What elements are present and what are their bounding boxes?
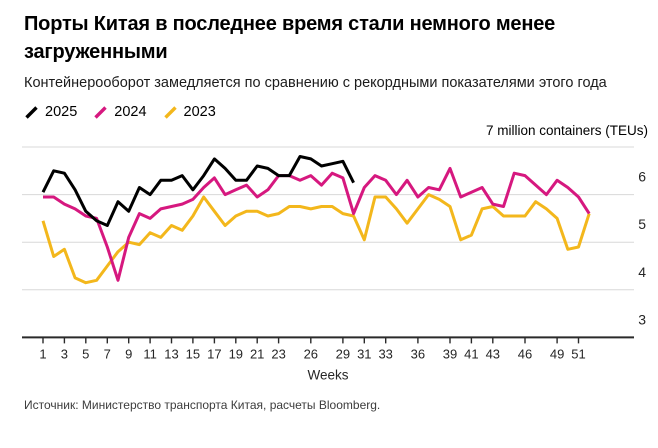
x-tick-label-49: 49	[550, 346, 564, 361]
x-tick-label-23: 23	[271, 346, 285, 361]
x-tick-label-11: 11	[143, 346, 157, 361]
y-tick-label-5: 5	[638, 216, 646, 232]
line-swatch-2024-icon	[94, 105, 107, 119]
x-tick-label-9: 9	[125, 346, 132, 361]
y-tick-label-3: 3	[638, 311, 646, 327]
x-tick-label-5: 5	[82, 346, 89, 361]
x-tick-label-46: 46	[518, 346, 532, 361]
chart-subtitle: Контейнерооборот замедляется по сравнени…	[24, 75, 607, 91]
y-tick-label-4: 4	[638, 264, 646, 280]
x-tick-label-15: 15	[186, 346, 200, 361]
x-tick-label-39: 39	[443, 346, 457, 361]
source-note: Источник: Министерство транспорта Китая,…	[24, 398, 381, 412]
x-tick-label-41: 41	[464, 346, 478, 361]
legend-item-2023: 2023	[163, 104, 216, 120]
x-tick-label-51: 51	[571, 346, 585, 361]
legend-label-2023: 2023	[183, 104, 216, 120]
x-tick-label-43: 43	[486, 346, 500, 361]
legend-label-2025: 2025	[45, 104, 78, 120]
y-axis-unit-label: 7 million containers (TEUs)	[485, 123, 648, 138]
x-tick-label-33: 33	[378, 346, 392, 361]
line-swatch-2023-icon	[163, 105, 177, 119]
x-tick-label-7: 7	[104, 346, 111, 361]
y-tick-label-6: 6	[638, 169, 646, 185]
x-tick-label-17: 17	[207, 346, 221, 361]
x-tick-label-36: 36	[411, 346, 425, 361]
x-axis-title: Weeks	[307, 367, 348, 382]
series-line-2024	[43, 166, 591, 282]
line-swatch-2025-icon	[25, 105, 38, 119]
x-tick-label-21: 21	[250, 346, 264, 361]
x-tick-label-26: 26	[304, 346, 318, 361]
chart-title: Порты Китая в последнее время стали немн…	[24, 13, 556, 63]
x-tick-label-13: 13	[164, 346, 178, 361]
series-line-2023	[41, 193, 591, 285]
x-tick-label-19: 19	[229, 346, 243, 361]
legend-label-2024: 2024	[114, 104, 147, 120]
legend-item-2024: 2024	[93, 104, 147, 120]
legend-item-2025: 2025	[24, 104, 77, 120]
x-tick-label-31: 31	[357, 346, 371, 361]
x-tick-label-1: 1	[39, 346, 46, 361]
x-tick-label-29: 29	[336, 346, 350, 361]
x-tick-label-3: 3	[61, 346, 68, 361]
chart-legend: 2025 2024 2023	[24, 103, 634, 121]
series-line-2025	[41, 155, 355, 227]
